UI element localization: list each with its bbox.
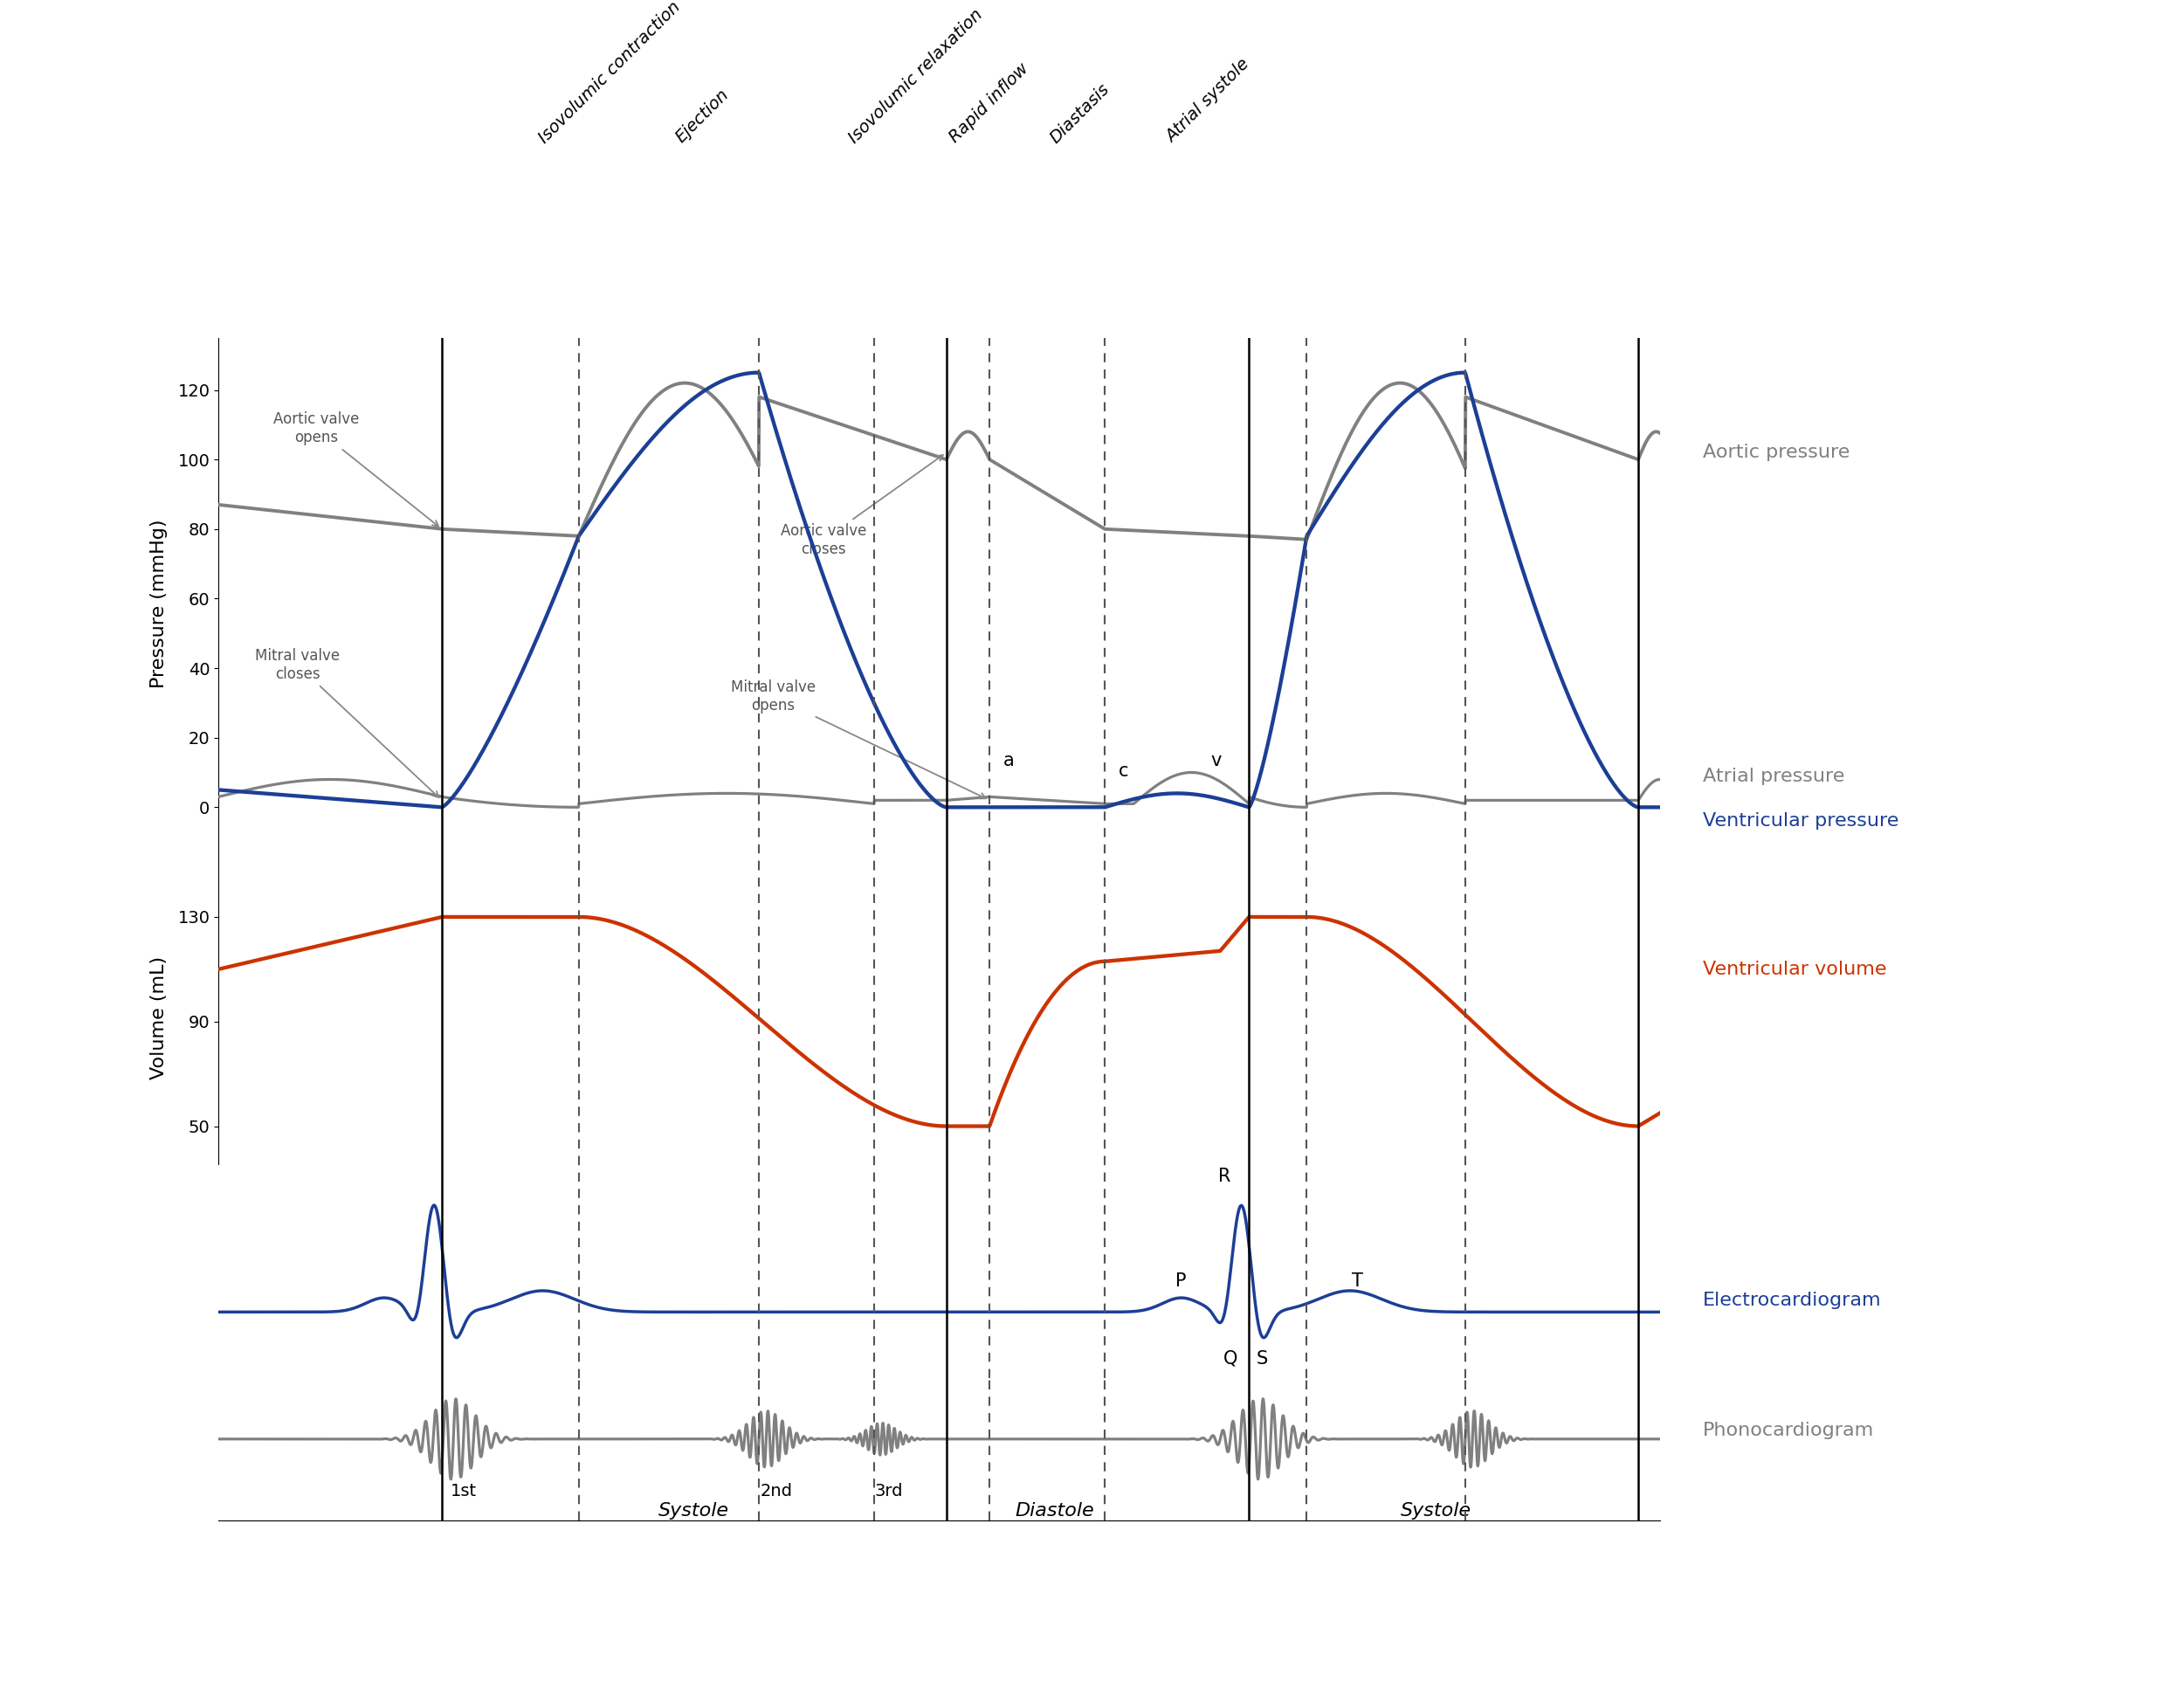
- Text: R: R: [1219, 1169, 1232, 1186]
- Text: Systole: Systole: [1400, 1502, 1472, 1520]
- Text: v: v: [1210, 752, 1221, 768]
- Text: Electrocardiogram: Electrocardiogram: [1704, 1292, 1883, 1309]
- Y-axis label: Volume (mL): Volume (mL): [151, 956, 168, 1079]
- Text: c: c: [1118, 762, 1129, 779]
- Text: P: P: [1175, 1272, 1186, 1289]
- Text: a: a: [1002, 752, 1013, 768]
- Text: Isovolumic contraction: Isovolumic contraction: [535, 0, 684, 147]
- Text: Q: Q: [1223, 1350, 1238, 1368]
- Text: Rapid inflow: Rapid inflow: [946, 61, 1033, 147]
- Text: Atrial pressure: Atrial pressure: [1704, 767, 1845, 785]
- Text: Mitral valve
opens: Mitral valve opens: [732, 679, 985, 799]
- Text: Aortic valve
opens: Aortic valve opens: [273, 412, 439, 527]
- Text: Isovolumic relaxation: Isovolumic relaxation: [845, 5, 985, 147]
- Text: Ejection: Ejection: [673, 86, 732, 147]
- Text: Diastasis: Diastasis: [1048, 81, 1114, 147]
- Y-axis label: Pressure (mmHg): Pressure (mmHg): [151, 519, 168, 689]
- Text: Mitral valve
closes: Mitral valve closes: [256, 649, 439, 797]
- Text: Systole: Systole: [660, 1502, 729, 1520]
- Text: Aortic valve
closes: Aortic valve closes: [782, 454, 943, 557]
- Text: Diastole: Diastole: [1016, 1502, 1094, 1520]
- Text: Phonocardiogram: Phonocardiogram: [1704, 1422, 1874, 1439]
- Text: Ventricular pressure: Ventricular pressure: [1704, 812, 1900, 829]
- Text: S: S: [1256, 1350, 1267, 1368]
- Text: Atrial systole: Atrial systole: [1162, 56, 1251, 147]
- Text: 1st: 1st: [450, 1483, 476, 1500]
- Text: 3rd: 3rd: [874, 1483, 902, 1500]
- Text: Ventricular volume: Ventricular volume: [1704, 961, 1887, 978]
- Text: T: T: [1352, 1272, 1363, 1289]
- Text: Aortic pressure: Aortic pressure: [1704, 444, 1850, 461]
- Text: 2nd: 2nd: [760, 1483, 793, 1500]
